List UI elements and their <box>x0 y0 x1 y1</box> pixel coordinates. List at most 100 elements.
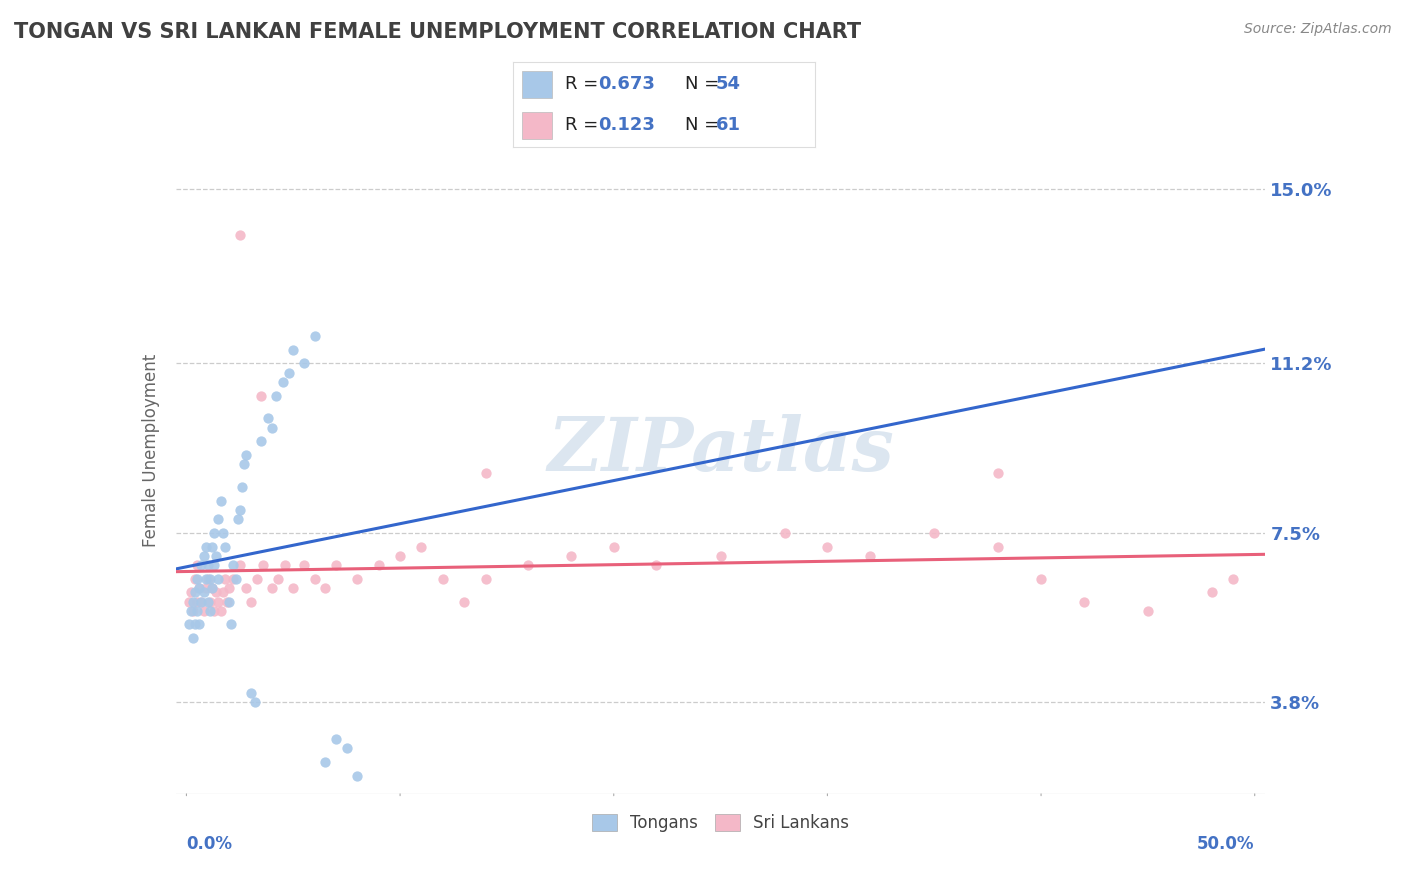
Point <box>177 617 200 632</box>
Point <box>304 572 326 586</box>
Text: R =: R = <box>565 116 603 134</box>
Point <box>336 741 359 756</box>
Point <box>201 581 224 595</box>
Point <box>304 329 326 343</box>
Point <box>859 549 882 563</box>
Point <box>987 467 1010 481</box>
Point <box>292 558 315 572</box>
Point <box>229 503 252 517</box>
Point <box>181 631 204 645</box>
Point <box>177 594 200 608</box>
Point <box>180 585 202 599</box>
Point <box>222 558 245 572</box>
Point <box>325 731 347 746</box>
Point <box>922 525 945 540</box>
Point <box>186 594 208 608</box>
Point <box>184 585 207 599</box>
Point <box>197 558 219 572</box>
Point <box>250 434 273 449</box>
Point <box>201 581 224 595</box>
Point <box>474 467 496 481</box>
Point <box>260 581 283 595</box>
Point <box>188 617 211 632</box>
Point <box>411 540 433 554</box>
Point <box>432 572 454 586</box>
Point <box>292 356 315 370</box>
Text: N =: N = <box>686 116 725 134</box>
Point <box>198 594 221 608</box>
Point <box>226 512 249 526</box>
Point <box>278 366 301 380</box>
Text: N =: N = <box>686 75 725 93</box>
Point <box>222 572 245 586</box>
Point <box>181 594 204 608</box>
FancyBboxPatch shape <box>522 112 553 139</box>
Point <box>207 594 229 608</box>
Point <box>603 540 626 554</box>
Point <box>367 558 389 572</box>
Point <box>190 594 212 608</box>
Text: 0.123: 0.123 <box>598 116 655 134</box>
Point <box>209 604 232 618</box>
Point <box>194 540 217 554</box>
Point <box>218 581 240 595</box>
Text: TONGAN VS SRI LANKAN FEMALE UNEMPLOYMENT CORRELATION CHART: TONGAN VS SRI LANKAN FEMALE UNEMPLOYMENT… <box>14 22 862 42</box>
Point <box>389 549 412 563</box>
Point <box>1136 604 1159 618</box>
Point <box>186 604 208 618</box>
Point <box>205 585 228 599</box>
Point <box>193 604 215 618</box>
Point <box>233 457 256 471</box>
Point <box>815 540 838 554</box>
Point <box>325 558 347 572</box>
Point <box>243 695 266 709</box>
Point <box>267 572 290 586</box>
Point <box>193 549 215 563</box>
Point <box>250 388 273 402</box>
Point <box>207 572 229 586</box>
Point <box>231 480 253 494</box>
Text: 0.0%: 0.0% <box>187 835 232 853</box>
Point <box>202 525 225 540</box>
Point <box>186 558 208 572</box>
Point <box>346 572 368 586</box>
Point <box>186 572 208 586</box>
Point <box>215 594 238 608</box>
Point <box>1073 594 1095 608</box>
Point <box>260 420 283 434</box>
Point <box>181 604 204 618</box>
Point <box>710 549 733 563</box>
Point <box>194 581 217 595</box>
Point <box>271 375 294 389</box>
Point <box>453 594 475 608</box>
Point <box>517 558 540 572</box>
Point <box>235 581 257 595</box>
Y-axis label: Female Unemployment: Female Unemployment <box>142 354 160 547</box>
Point <box>197 594 219 608</box>
Point <box>256 411 278 425</box>
Point <box>474 572 496 586</box>
Point <box>207 512 229 526</box>
Point <box>202 604 225 618</box>
Point <box>197 572 219 586</box>
Point <box>229 228 252 243</box>
Point <box>193 585 215 599</box>
Text: 54: 54 <box>716 75 741 93</box>
Point <box>252 558 274 572</box>
FancyBboxPatch shape <box>522 71 553 98</box>
Point <box>645 558 668 572</box>
Point <box>314 581 336 595</box>
Point <box>283 343 305 357</box>
Point <box>211 525 233 540</box>
Point <box>211 585 233 599</box>
Point <box>214 540 236 554</box>
Point <box>987 540 1010 554</box>
Point <box>221 617 243 632</box>
Point <box>560 549 582 563</box>
Point <box>205 549 228 563</box>
Point <box>188 581 211 595</box>
Point <box>1201 585 1223 599</box>
Point <box>190 594 212 608</box>
Text: R =: R = <box>565 75 603 93</box>
Point <box>184 572 207 586</box>
